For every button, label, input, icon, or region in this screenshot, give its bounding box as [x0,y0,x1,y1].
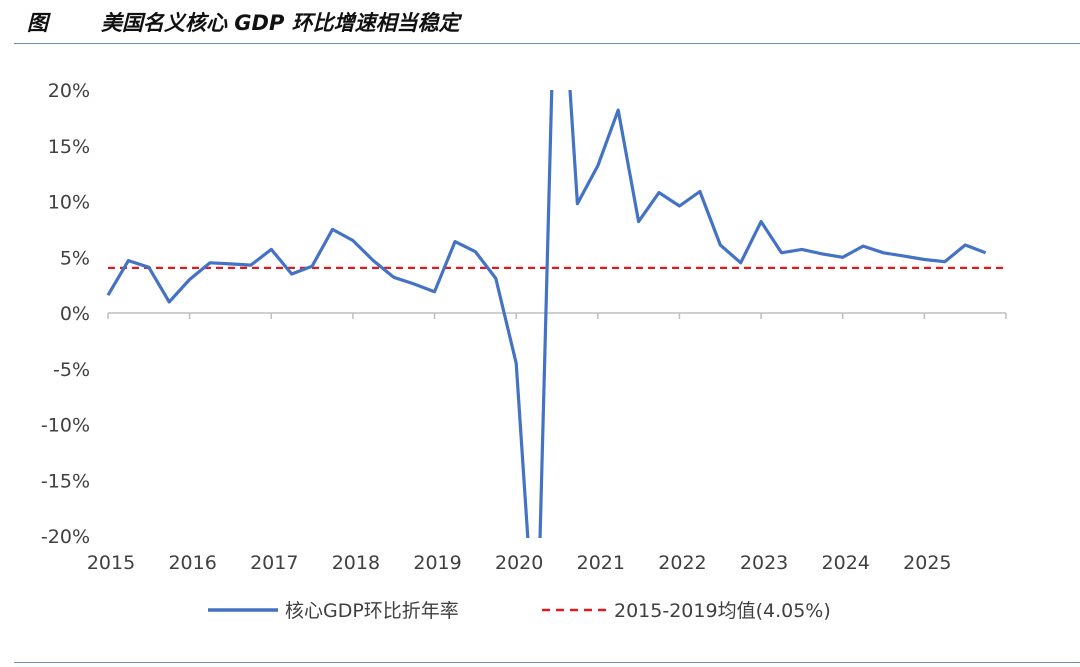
y-tick-label: 20% [48,80,90,102]
x-tick-label: 2021 [577,552,625,574]
figure-label: 图 [27,11,48,35]
x-tick-label: 2016 [168,552,216,574]
x-tick-label: 2020 [495,552,543,574]
y-tick-label: -20% [41,526,90,548]
legend: 核心GDP环比折年率 2015-2019均值(4.05%) [208,600,831,622]
legend-label-baseline: 2015-2019均值(4.05%) [614,600,831,622]
line-chart: 20%15%10%5%0%-5%-10%-15%-20% 2015 2016 201… [41,80,1007,622]
core-gdp-series-line [106,90,987,538]
y-tick-label: 0% [60,303,90,325]
x-tick-label: 2023 [740,552,788,574]
y-tick-label: 5% [60,247,90,269]
x-axis-ticks [107,313,1007,319]
figure-title: 美国名义核心 GDP 环比增速相当稳定 [101,11,460,35]
y-tick-label: 10% [48,192,90,214]
x-tick-label: 2024 [822,552,870,574]
x-tick-label: 2025 [903,552,951,574]
y-axis-ticks: 20% 15% 10% 5% 0% -5% -10% -15% -20% [41,80,90,548]
x-axis-labels: 2015 2016 2017 2018 2019 2020 2021 2022 2023 2024… [87,552,952,574]
x-tick-label: 2019 [413,552,461,574]
y-tick-label: -10% [41,415,90,437]
bottom-divider [14,662,1080,663]
y-tick-label: -5% [53,359,90,381]
top-divider [14,43,1080,44]
x-tick-label: 2015 [87,552,135,574]
y-tick-label: 15% [48,136,90,158]
x-tick-label: 2022 [658,552,706,574]
y-tick-label: -15% [41,470,90,492]
x-tick-label: 2017 [250,552,298,574]
legend-label-core-gdp: 核心GDP环比折年率 [285,600,459,622]
x-tick-label: 2018 [332,552,380,574]
figure-header: 图 美国名义核心 GDP 环比增速相当稳定 [0,0,1080,44]
